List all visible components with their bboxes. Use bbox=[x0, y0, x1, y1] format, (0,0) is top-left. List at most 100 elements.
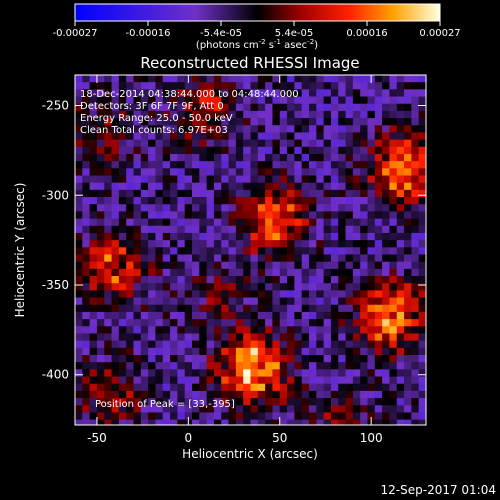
heatmap-pixel bbox=[250, 82, 259, 90]
plot-area: -50 0 50 100-250-300-350-400 bbox=[42, 74, 427, 445]
heatmap-pixel bbox=[345, 182, 354, 191]
heatmap-pixel bbox=[199, 146, 208, 155]
heatmap-pixel bbox=[162, 369, 171, 378]
heatmap-pixel bbox=[411, 232, 420, 241]
heatmap-pixel bbox=[250, 218, 259, 227]
heatmap-pixel bbox=[162, 132, 171, 141]
heatmap-pixel bbox=[301, 96, 310, 105]
heatmap-pixel bbox=[323, 383, 332, 392]
heatmap-pixel bbox=[374, 355, 383, 363]
heatmap-pixel bbox=[170, 153, 178, 162]
heatmap-pixel bbox=[111, 376, 120, 385]
heatmap-pixel bbox=[177, 283, 186, 291]
heatmap-pixel bbox=[338, 340, 347, 349]
heatmap-pixel bbox=[75, 132, 83, 141]
heatmap-pixel bbox=[411, 283, 420, 291]
heatmap-pixel bbox=[228, 419, 237, 425]
heatmap-pixel bbox=[272, 232, 281, 241]
heatmap-pixel bbox=[330, 218, 339, 227]
heatmap-pixel bbox=[418, 333, 426, 342]
heatmap-pixel bbox=[382, 175, 391, 184]
heatmap-pixel bbox=[170, 347, 178, 356]
heatmap-pixel bbox=[111, 283, 120, 291]
heatmap-pixel bbox=[228, 247, 237, 256]
heatmap-pixel bbox=[272, 103, 281, 112]
heatmap-pixel bbox=[257, 189, 266, 198]
heatmap-pixel bbox=[338, 398, 347, 406]
heatmap-pixel bbox=[111, 369, 120, 378]
heatmap-pixel bbox=[170, 139, 178, 148]
heatmap-pixel bbox=[104, 89, 113, 98]
heatmap-pixel bbox=[184, 369, 193, 378]
plot-frame bbox=[74, 74, 427, 426]
heatmap-pixel bbox=[96, 247, 105, 256]
heatmap-pixel bbox=[352, 419, 361, 425]
heatmap-pixel bbox=[316, 297, 325, 306]
heatmap-pixel bbox=[345, 197, 354, 205]
heatmap-pixel bbox=[133, 103, 142, 112]
heatmap-pixel bbox=[221, 398, 230, 406]
heatmap-pixel bbox=[243, 132, 252, 141]
heatmap-pixel bbox=[199, 326, 208, 335]
heatmap-pixel bbox=[235, 96, 244, 105]
heatmap-pixel bbox=[184, 204, 193, 213]
heatmap-pixel bbox=[396, 311, 405, 320]
heatmap-pixel bbox=[221, 311, 230, 320]
heatmap-pixel bbox=[75, 333, 83, 342]
heatmap-pixel bbox=[374, 161, 383, 169]
heatmap-pixel bbox=[206, 118, 215, 126]
heatmap-pixel bbox=[148, 398, 157, 406]
heatmap-pixel bbox=[213, 82, 222, 90]
heatmap-pixel bbox=[228, 189, 237, 198]
heatmap-pixel bbox=[155, 326, 164, 335]
heatmap-pixel bbox=[140, 96, 149, 105]
heatmap-pixel bbox=[206, 211, 215, 220]
heatmap-pixel bbox=[338, 240, 347, 248]
heatmap-pixel bbox=[82, 304, 91, 313]
heatmap-pixel bbox=[104, 376, 113, 385]
heatmap-pixel bbox=[404, 89, 412, 98]
heatmap-pixel bbox=[126, 297, 135, 306]
heatmap-pixel bbox=[338, 125, 347, 134]
heatmap-pixel bbox=[148, 376, 157, 385]
heatmap-pixel bbox=[206, 333, 215, 342]
heatmap-pixel bbox=[82, 82, 91, 90]
heatmap-pixel bbox=[118, 168, 127, 177]
heatmap-pixel bbox=[279, 383, 288, 392]
heatmap-pixel bbox=[374, 118, 383, 126]
heatmap-pixel bbox=[338, 283, 347, 291]
heatmap-pixel bbox=[338, 153, 347, 162]
heatmap-pixel bbox=[104, 204, 113, 213]
heatmap-pixel bbox=[192, 290, 200, 299]
heatmap-pixel bbox=[206, 103, 215, 112]
heatmap-pixel bbox=[82, 139, 91, 148]
heatmap-pixel bbox=[118, 139, 127, 148]
heatmap-pixel bbox=[133, 276, 142, 284]
heatmap-pixel bbox=[279, 268, 288, 277]
heatmap-pixel bbox=[418, 82, 426, 90]
heatmap-pixel bbox=[367, 197, 376, 205]
heatmap-pixel bbox=[418, 211, 426, 220]
heatmap-pixel bbox=[96, 419, 105, 425]
heatmap-pixel bbox=[177, 175, 186, 184]
heatmap-pixel bbox=[309, 383, 317, 392]
heatmap-pixel bbox=[82, 283, 91, 291]
heatmap-pixel bbox=[345, 204, 354, 213]
heatmap-pixel bbox=[396, 347, 405, 356]
heatmap-pixel bbox=[418, 340, 426, 349]
heatmap-pixel bbox=[389, 161, 398, 169]
heatmap-pixel bbox=[199, 189, 208, 198]
heatmap-pixel bbox=[389, 218, 398, 227]
heatmap-pixel bbox=[192, 75, 200, 83]
heatmap-pixel bbox=[316, 311, 325, 320]
heatmap-pixel bbox=[287, 132, 295, 141]
heatmap-pixel bbox=[396, 290, 405, 299]
heatmap-pixel bbox=[360, 232, 369, 241]
heatmap-pixel bbox=[396, 232, 405, 241]
heatmap-pixel bbox=[162, 390, 171, 399]
heatmap-pixel bbox=[243, 232, 252, 241]
heatmap-pixel bbox=[199, 340, 208, 349]
heatmap-pixel bbox=[133, 290, 142, 299]
heatmap-pixel bbox=[96, 197, 105, 205]
heatmap-pixel bbox=[279, 326, 288, 335]
